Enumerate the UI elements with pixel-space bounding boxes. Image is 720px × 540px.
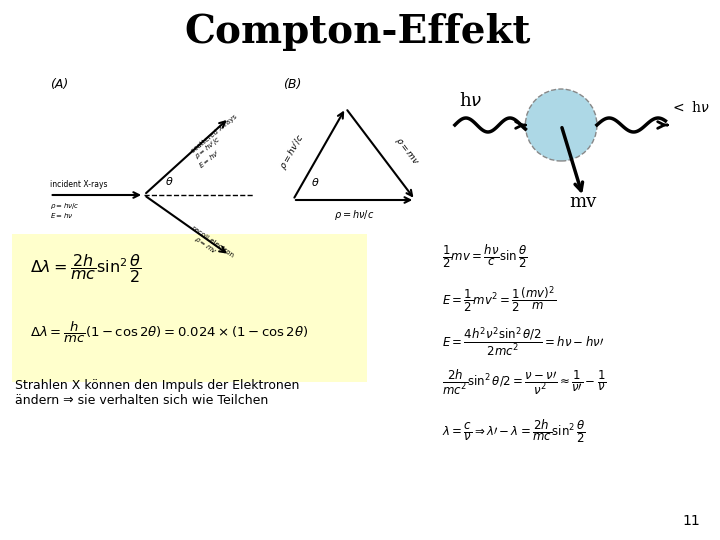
Text: $\rho=h\nu'/c$: $\rho=h\nu'/c$ [276, 132, 307, 172]
Text: $<$ h$\nu$: $<$ h$\nu$ [670, 100, 710, 115]
Text: incident X-rays: incident X-rays [50, 180, 107, 189]
Text: (A): (A) [50, 78, 68, 91]
Text: $\rho = h\nu/c$: $\rho = h\nu/c$ [334, 208, 374, 222]
Text: $\dfrac{1}{2}mv = \dfrac{h\nu}{c}\sin\dfrac{\theta}{2}$: $\dfrac{1}{2}mv = \dfrac{h\nu}{c}\sin\df… [442, 244, 528, 271]
Text: ändern ⇒ sie verhalten sich wie Teilchen: ändern ⇒ sie verhalten sich wie Teilchen [15, 394, 268, 407]
Text: Strahlen X können den Impuls der Elektronen: Strahlen X können den Impuls der Elektro… [15, 379, 300, 392]
Text: scattered X-rays: scattered X-rays [190, 114, 238, 154]
Text: mv: mv [569, 193, 596, 211]
Text: $\theta$: $\theta$ [165, 175, 173, 187]
Text: $\lambda = \dfrac{c}{\nu} \Rightarrow \lambda\prime - \lambda = \dfrac{2h}{mc}\s: $\lambda = \dfrac{c}{\nu} \Rightarrow \l… [442, 418, 585, 445]
Text: $E = h\nu$: $E = h\nu$ [50, 211, 73, 220]
Text: (B): (B) [283, 78, 302, 91]
Text: $\rho=mv$: $\rho=mv$ [392, 136, 421, 168]
Text: $E = \dfrac{1}{2}mv^2 = \dfrac{1}{2}\dfrac{(mv)^2}{m}$: $E = \dfrac{1}{2}mv^2 = \dfrac{1}{2}\dfr… [442, 285, 556, 315]
Text: $\dfrac{2h}{mc^2}\sin^2\theta/2 = \dfrac{\nu-\nu\prime}{\nu^2}\approx\dfrac{1}{\: $\dfrac{2h}{mc^2}\sin^2\theta/2 = \dfrac… [442, 369, 606, 397]
Text: Compton-Effekt: Compton-Effekt [184, 13, 531, 51]
Text: $\rho=h\nu'/c$: $\rho=h\nu'/c$ [193, 135, 224, 163]
Text: $\Delta\lambda = \dfrac{h}{mc}\left(1-\cos 2\theta\right)= 0.024\times\left(1-\c: $\Delta\lambda = \dfrac{h}{mc}\left(1-\c… [30, 320, 308, 345]
Text: $\rho = mv$: $\rho = mv$ [192, 235, 219, 257]
Text: $\theta$: $\theta$ [310, 176, 319, 188]
Text: $\rho = h\nu/c$: $\rho = h\nu/c$ [50, 201, 79, 211]
Text: recoil electron: recoil electron [190, 225, 235, 259]
Text: $\Delta\lambda = \dfrac{2h}{mc}\sin^2\dfrac{\theta}{2}$: $\Delta\lambda = \dfrac{2h}{mc}\sin^2\df… [30, 252, 142, 285]
Text: $E=h\nu'$: $E=h\nu'$ [197, 148, 222, 171]
Text: h$\nu$: h$\nu$ [459, 92, 482, 110]
Circle shape [526, 89, 597, 161]
Text: $E = \dfrac{4h^2\nu^2\sin^2\theta/2}{2mc^2} = h\nu - h\nu\prime$: $E = \dfrac{4h^2\nu^2\sin^2\theta/2}{2mc… [442, 325, 604, 359]
FancyBboxPatch shape [12, 234, 367, 382]
Text: 11: 11 [683, 514, 700, 528]
